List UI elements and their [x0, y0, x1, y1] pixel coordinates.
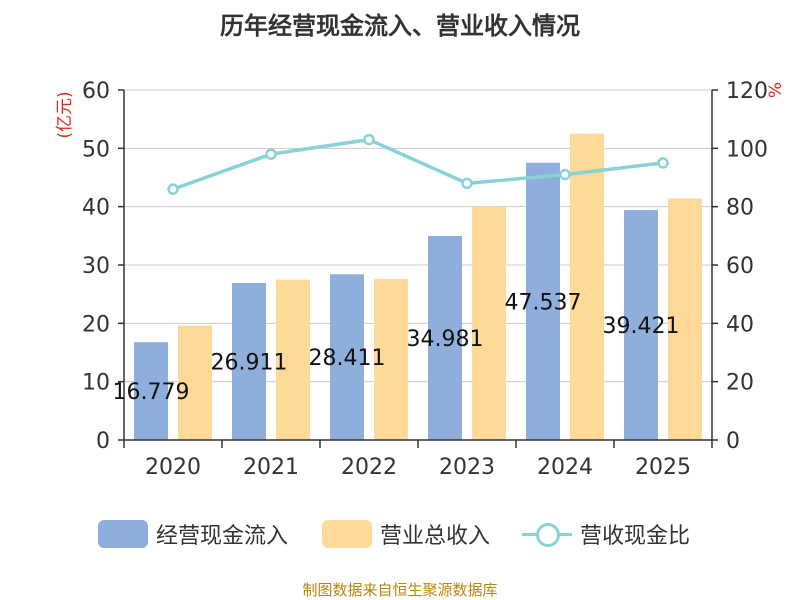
y-left-axis-label: (亿元)	[55, 91, 75, 138]
bar-revenue-2025	[668, 198, 702, 440]
bar-cash-inflow-2023	[428, 235, 462, 440]
legend-label-cash-ratio: 营收现金比	[580, 524, 691, 549]
data-label-cash-inflow-2022: 28.411	[309, 346, 386, 371]
y-left-tick-label-4: 40	[82, 196, 110, 221]
y-right-tick-label-2: 40	[726, 312, 754, 337]
y-right-tick-label-4: 80	[726, 196, 754, 221]
data-label-cash-inflow-2024: 47.537	[505, 290, 582, 315]
x-tick-label-2025: 2025	[635, 455, 691, 480]
x-tick-label-2024: 2024	[537, 455, 593, 480]
y-right-axis-label: %	[766, 82, 786, 98]
bar-revenue-2021	[276, 279, 310, 440]
legend-item-cash-inflow[interactable]: 经营现金流入	[98, 518, 288, 550]
chart-title: 历年经营现金流入、营业收入情况	[220, 12, 580, 40]
y-right-tick-label-1: 20	[726, 371, 754, 396]
bar-revenue-2023	[472, 206, 506, 440]
y-left-tick-label-5: 50	[82, 137, 110, 162]
x-tick-label-2022: 2022	[341, 455, 397, 480]
grid-layer	[124, 89, 712, 383]
data-label-cash-inflow-2025: 39.421	[603, 314, 680, 339]
point-cash-ratio-2020	[167, 183, 179, 195]
legend: 经营现金流入 营业总收入 营收现金比	[0, 518, 800, 550]
legend-swatch-cash-inflow	[98, 520, 148, 548]
y-left-tick-label-6: 60	[82, 79, 110, 104]
bar-revenue-2022	[374, 279, 408, 440]
bar-cash-inflow-2022	[330, 274, 364, 440]
point-cash-ratio-2024	[559, 168, 571, 181]
y-left-tick-label-0: 0	[96, 429, 110, 454]
legend-swatch-revenue	[322, 520, 372, 548]
x-tick-label-2023: 2023	[439, 455, 495, 480]
line-cash-ratio	[172, 137, 664, 191]
labels-layer: 16.779 26.911 28.411 34.981 47.537 39.421	[113, 290, 680, 405]
axis-layer: 0 10 20 30 40 50 60 0 20 40 60 80 100 120 2020 2021 2022…	[55, 79, 786, 480]
data-label-cash-inflow-2023: 34.981	[407, 327, 484, 352]
y-right-tick-label-0: 0	[726, 429, 740, 454]
bar-cash-inflow-2021	[232, 283, 266, 440]
bar-cash-inflow-2024	[526, 162, 560, 440]
line-layer	[167, 133, 669, 195]
legend-line-cash-ratio	[522, 520, 572, 548]
point-cash-ratio-2022	[363, 133, 375, 146]
y-left-tick-label-1: 10	[82, 371, 110, 396]
point-cash-ratio-2023	[461, 177, 473, 190]
bar-cash-inflow-2020	[134, 342, 168, 440]
x-tick-label-2021: 2021	[243, 455, 299, 480]
legend-item-cash-ratio[interactable]: 营收现金比	[522, 518, 690, 550]
point-cash-ratio-2025	[657, 157, 669, 169]
point-cash-ratio-2021	[265, 148, 277, 160]
y-left-tick-label-2: 20	[82, 312, 110, 337]
data-label-cash-inflow-2020: 16.779	[113, 380, 190, 405]
legend-item-revenue[interactable]: 营业总收入	[322, 518, 490, 550]
bar-revenue-2020	[178, 325, 212, 440]
x-tick-label-2020: 2020	[145, 455, 201, 480]
data-label-cash-inflow-2021: 26.911	[211, 351, 288, 376]
y-right-tick-label-6: 120	[726, 79, 768, 104]
y-left-tick-label-3: 30	[82, 254, 110, 279]
bar-cash-inflow-2025	[624, 210, 658, 440]
legend-label-revenue: 营业总收入	[380, 524, 491, 549]
bar-revenue-2024	[570, 133, 604, 440]
bars-layer	[134, 133, 702, 440]
y-right-tick-label-3: 60	[726, 254, 754, 279]
legend-label-cash-inflow: 经营现金流入	[156, 524, 289, 549]
y-right-tick-label-5: 100	[726, 137, 768, 162]
source-note: 制图数据来自恒生聚源数据库	[302, 581, 498, 599]
